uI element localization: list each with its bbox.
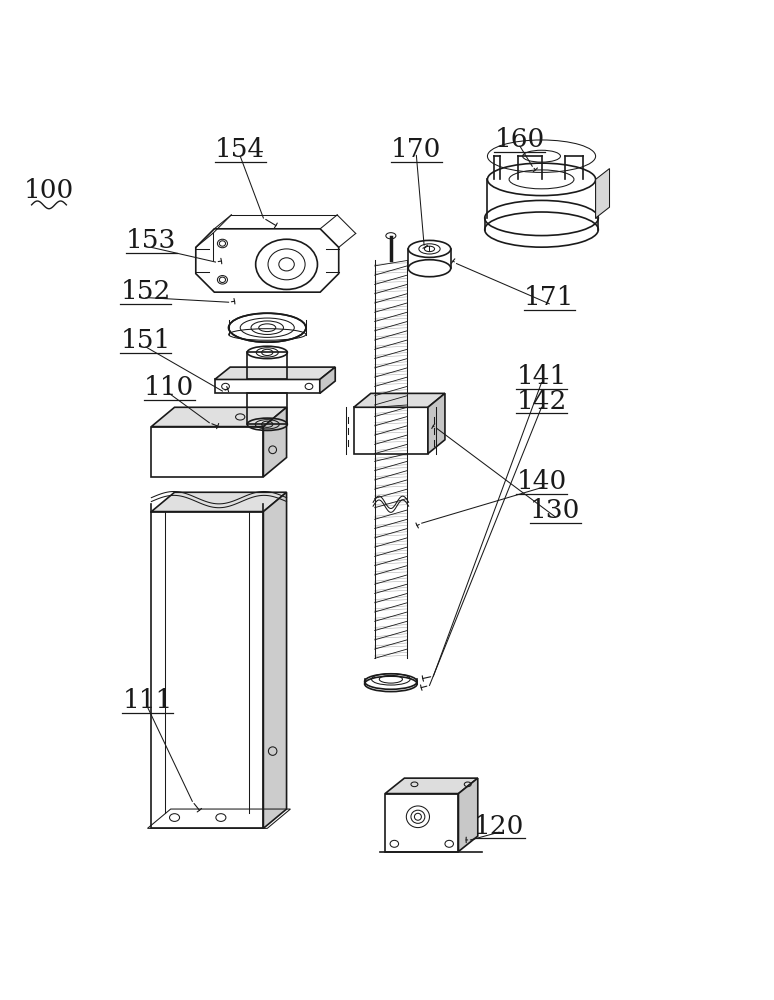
Text: 111: 111 (122, 688, 173, 713)
Text: 170: 170 (391, 137, 441, 162)
Polygon shape (320, 367, 335, 393)
Polygon shape (152, 492, 286, 512)
Polygon shape (428, 393, 445, 454)
Text: 100: 100 (23, 178, 74, 203)
Text: 154: 154 (215, 137, 265, 162)
Text: 152: 152 (121, 279, 171, 304)
Text: 142: 142 (516, 389, 567, 414)
Polygon shape (385, 778, 478, 794)
Polygon shape (458, 778, 478, 852)
Text: 160: 160 (495, 127, 545, 152)
Text: 110: 110 (144, 375, 194, 400)
Polygon shape (263, 407, 286, 477)
Text: 140: 140 (516, 469, 567, 494)
Text: 153: 153 (126, 228, 176, 253)
Polygon shape (152, 407, 286, 427)
Text: 130: 130 (530, 498, 580, 523)
Text: 171: 171 (524, 285, 574, 310)
Text: 151: 151 (121, 328, 171, 353)
Polygon shape (214, 367, 335, 379)
Text: 141: 141 (516, 364, 567, 389)
Text: 120: 120 (474, 814, 524, 839)
Polygon shape (263, 492, 286, 828)
Polygon shape (354, 393, 445, 407)
Polygon shape (596, 169, 609, 218)
